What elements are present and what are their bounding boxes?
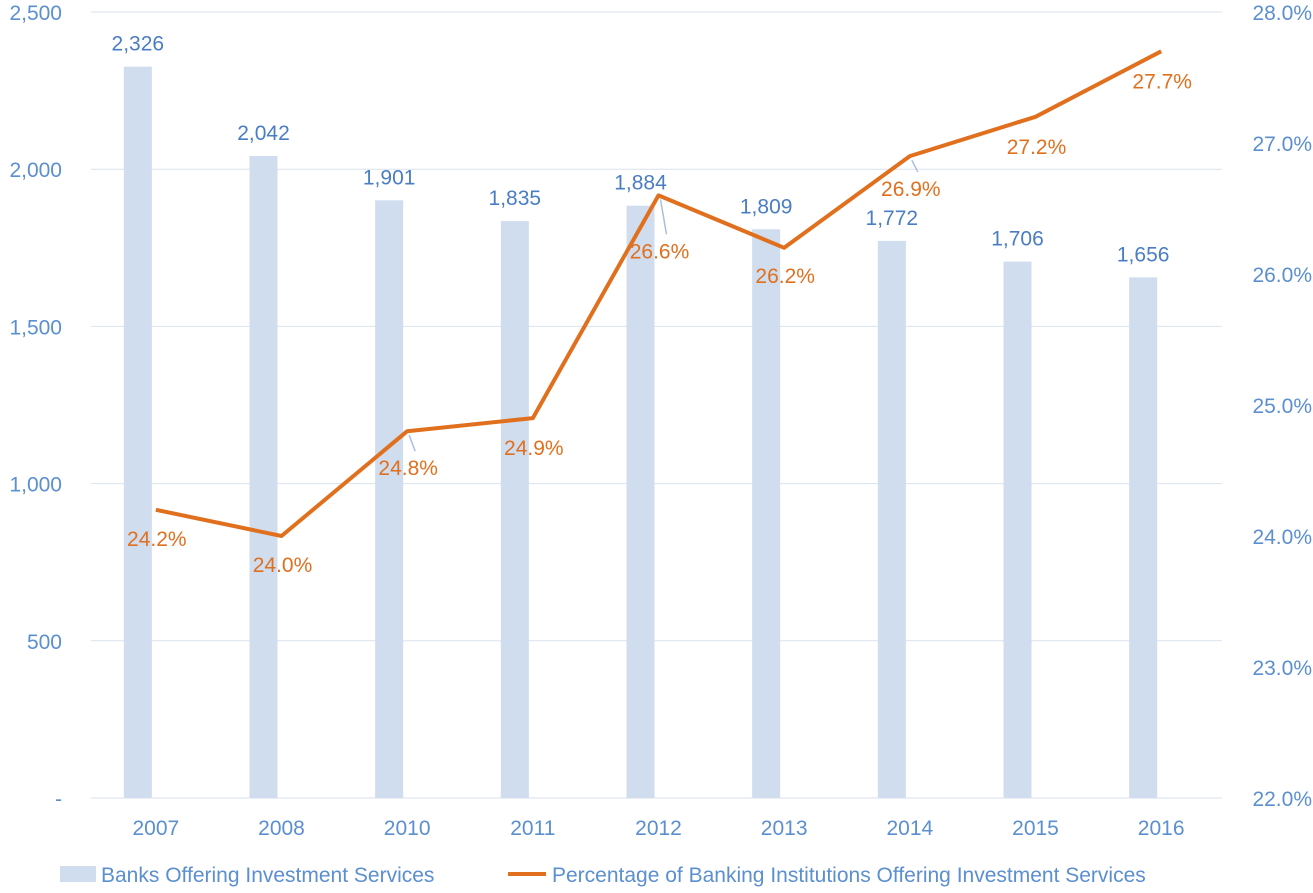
legend-label-line: Percentage of Banking Institutions Offer… xyxy=(552,864,1146,887)
bar xyxy=(249,155,278,799)
leader-line xyxy=(659,199,668,235)
left-tick-label: 2,000 xyxy=(9,159,62,182)
right-tick-label: 23.0% xyxy=(1252,657,1312,680)
bar xyxy=(375,200,404,798)
x-tick-label: 2010 xyxy=(384,817,431,840)
right-tick-label: 26.0% xyxy=(1252,264,1312,287)
x-tick-label: 2013 xyxy=(761,817,808,840)
bar-value-label: 1,706 xyxy=(991,228,1044,251)
line-value-label: 24.8% xyxy=(378,457,438,480)
bar-value-label: 1,772 xyxy=(866,207,919,230)
legend-label-bars: Banks Offering Investment Services xyxy=(101,864,434,887)
line-value-label: 26.6% xyxy=(630,240,690,263)
line-value-label: 27.2% xyxy=(1007,136,1067,159)
bar-value-label: 1,901 xyxy=(363,166,416,189)
line-value-label: 24.2% xyxy=(127,528,187,551)
line-value-label: 24.9% xyxy=(504,437,564,460)
bar-value-label: 1,835 xyxy=(489,187,542,210)
x-tick-label: 2015 xyxy=(1012,817,1059,840)
bar xyxy=(500,221,529,799)
right-tick-label: 25.0% xyxy=(1252,395,1312,418)
x-tick-label: 2016 xyxy=(1138,817,1185,840)
bar xyxy=(1129,277,1158,798)
right-tick-label: 28.0% xyxy=(1252,2,1312,25)
bar xyxy=(752,229,781,799)
right-tick-label: 27.0% xyxy=(1252,133,1312,156)
bar-value-label: 1,809 xyxy=(740,195,793,218)
x-tick-label: 2008 xyxy=(258,817,305,840)
bar xyxy=(1003,261,1032,798)
line-value-label: 24.0% xyxy=(253,554,313,577)
left-tick-label: - xyxy=(55,788,62,811)
line-value-label: 27.7% xyxy=(1132,70,1192,93)
x-tick-label: 2012 xyxy=(635,817,682,840)
leader-line xyxy=(408,434,416,452)
bar xyxy=(877,240,906,799)
bar xyxy=(123,66,152,799)
leader-line xyxy=(911,159,919,173)
x-tick-label: 2011 xyxy=(510,817,555,840)
left-tick-label: 1,000 xyxy=(9,474,62,497)
x-tick-label: 2014 xyxy=(886,817,933,840)
left-tick-label: 1,500 xyxy=(9,316,62,339)
legend-swatch-bars xyxy=(60,866,96,882)
right-tick-label: 24.0% xyxy=(1252,526,1312,549)
percentage-line xyxy=(155,49,1163,538)
bar-value-label: 1,656 xyxy=(1117,243,1170,266)
left-tick-label: 2,500 xyxy=(9,2,62,25)
line-value-label: 26.2% xyxy=(755,265,815,288)
right-tick-label: 22.0% xyxy=(1252,788,1312,811)
bar xyxy=(626,205,655,798)
bar-value-label: 2,042 xyxy=(237,122,290,145)
line-value-label: 26.9% xyxy=(881,178,941,201)
bar-value-label: 1,884 xyxy=(614,172,667,195)
bar-value-label: 2,326 xyxy=(112,33,165,56)
left-tick-label: 500 xyxy=(27,631,62,654)
x-tick-label: 2007 xyxy=(132,817,179,840)
